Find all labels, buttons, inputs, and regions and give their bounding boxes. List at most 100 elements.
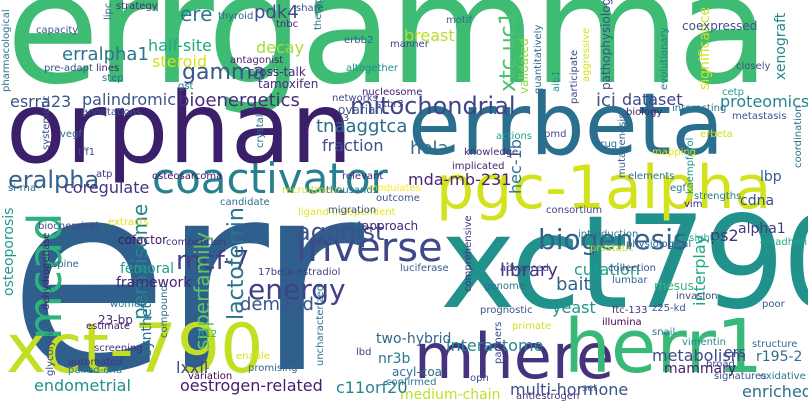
word-share: share bbox=[296, 3, 324, 14]
word-errgamma: errgamma bbox=[6, 0, 770, 118]
word-capacity: capacity bbox=[36, 25, 79, 36]
word-cdna: cdna bbox=[740, 193, 775, 209]
word-enriched: enriched bbox=[742, 382, 808, 401]
word-atp: atp bbox=[96, 169, 113, 180]
word-i3: i3 bbox=[340, 113, 350, 124]
word-candidate: candidate bbox=[220, 197, 270, 208]
word-vim: vim bbox=[684, 199, 703, 210]
word-coregulate: coregulate bbox=[64, 178, 150, 197]
word-rhesus: rhesus bbox=[654, 279, 694, 293]
word-motif: motif bbox=[446, 15, 473, 26]
word-advanced: advanced bbox=[500, 263, 549, 274]
word-err: err bbox=[8, 126, 364, 404]
word-xenograft: xenograft bbox=[773, 12, 789, 80]
word-interacting: interacting bbox=[672, 103, 727, 114]
word-bmd: bmd bbox=[544, 129, 567, 140]
word-acyl-coa: acyl-coa bbox=[392, 365, 443, 379]
word-mhere: mhere bbox=[414, 320, 615, 393]
word-steroid: steroid bbox=[152, 52, 208, 71]
word-errbeta: errbeta bbox=[408, 75, 725, 175]
word-extracts: extracts bbox=[108, 217, 149, 228]
word-erbeta: erbeta bbox=[700, 129, 733, 140]
word-thyroid: thyroid bbox=[218, 11, 254, 22]
word-ici: ici bbox=[596, 90, 616, 111]
word-annotations: annotations bbox=[82, 107, 142, 118]
word-invasion: invasion bbox=[676, 291, 718, 302]
word-set: set bbox=[582, 383, 598, 394]
word-comprehensive: comprehensive bbox=[463, 215, 474, 292]
word-17beta-estradiol: 17beta-estradiol bbox=[258, 267, 341, 278]
word-oestrogen-related: oestrogen-related bbox=[180, 376, 323, 395]
word-coordination: coordination bbox=[793, 105, 804, 168]
word-crystal: crystal bbox=[255, 114, 266, 148]
word-osteoporosis: osteoporosis bbox=[1, 207, 17, 296]
word-strategy: strategy bbox=[116, 1, 158, 12]
word-mcf-7: mcf-7 bbox=[176, 246, 250, 276]
word-vegf: vegf bbox=[60, 129, 82, 140]
word-gamma: gamma bbox=[182, 60, 266, 85]
word-r195-2: r195-2 bbox=[756, 349, 803, 365]
word-fraction: fraction bbox=[322, 136, 384, 155]
word-participate: participate bbox=[569, 49, 580, 104]
word-mapping: mapping bbox=[652, 147, 697, 158]
word-pharmacological: pharmacological bbox=[1, 9, 12, 92]
word-variation: variation bbox=[188, 371, 233, 382]
word-curation: curation bbox=[574, 260, 640, 279]
word-strengths: strengths bbox=[694, 191, 742, 202]
word-confirmed: confirmed bbox=[386, 377, 437, 388]
word-oxidative: oxidative bbox=[760, 371, 806, 382]
word-yeast: yeast bbox=[552, 298, 596, 317]
word-inverse: inverse bbox=[296, 225, 443, 271]
word-promising: promising bbox=[248, 363, 298, 374]
word-metabolism: metabolism bbox=[652, 346, 747, 365]
word-altogether: altogether bbox=[346, 63, 398, 74]
word-paired-end: paired-end bbox=[68, 365, 123, 376]
word-herr1: herr1 bbox=[564, 304, 764, 390]
word-biogenesis: biogenesis bbox=[538, 223, 688, 256]
word-estimate: estimate bbox=[86, 321, 131, 332]
word-energy: energy bbox=[248, 273, 346, 306]
word-luciferase: luciferase bbox=[400, 263, 449, 274]
word-women: women bbox=[110, 299, 147, 310]
word-mitochondrial: mitochondrial bbox=[350, 92, 516, 120]
word-bioenergetics: bioenergetics bbox=[178, 90, 300, 111]
word-lipc: lipc bbox=[103, 2, 114, 20]
word-collection: collection bbox=[608, 263, 656, 274]
word-coexpressed: coexpressed bbox=[682, 19, 758, 33]
word-xct790: xct790 bbox=[440, 189, 808, 338]
word-cetp: cetp bbox=[722, 87, 744, 98]
word-two-hybrid: two-hybrid bbox=[376, 331, 452, 347]
word-erralpha1: erralpha1 bbox=[62, 44, 149, 65]
word-poor: poor bbox=[762, 299, 785, 310]
word-outcome: outcome bbox=[376, 193, 420, 204]
word-egf: egf bbox=[670, 183, 687, 194]
word-23-bp: 23-bp bbox=[98, 313, 133, 327]
word-endometrial: endometrial bbox=[34, 376, 131, 395]
word-lumbar: lumbar bbox=[612, 275, 648, 286]
word-interactome: interactome bbox=[446, 336, 544, 355]
word-prostatic: prostatic bbox=[590, 243, 634, 254]
word-mutagenesis: mutagenesis bbox=[617, 113, 628, 178]
word-metastasis: metastasis bbox=[732, 111, 787, 122]
word-migration: migration bbox=[328, 205, 377, 216]
word-lbd: lbd bbox=[356, 347, 372, 358]
word-enable: enable bbox=[236, 351, 270, 362]
word-pgc-1alpha: pgc-1alpha bbox=[436, 153, 772, 223]
word-evolutionary: evolutionary bbox=[659, 27, 670, 90]
word-ligand-independent: ligand-independent bbox=[298, 207, 396, 218]
word-gst: gst bbox=[178, 81, 194, 92]
word-kaempferol: kaempferol bbox=[685, 137, 696, 194]
word-ere: ere bbox=[180, 2, 213, 26]
word-agonist: agonist bbox=[296, 218, 385, 246]
word-cross-talk: cross-talk bbox=[248, 65, 306, 79]
word-osteosarcoma: osteosarcoma bbox=[152, 171, 223, 182]
word-ers: ers bbox=[724, 345, 746, 361]
word-library: library bbox=[500, 260, 558, 281]
word-thousands: thousands bbox=[326, 185, 378, 196]
word-approach: approach bbox=[362, 219, 419, 233]
word-lbp: lbp bbox=[760, 169, 782, 185]
word-broad: broad bbox=[706, 359, 735, 370]
word-consortium: consortium bbox=[546, 205, 603, 216]
word-demand: demand bbox=[240, 294, 314, 315]
word-c11orf20: c11orf20 bbox=[336, 378, 408, 397]
